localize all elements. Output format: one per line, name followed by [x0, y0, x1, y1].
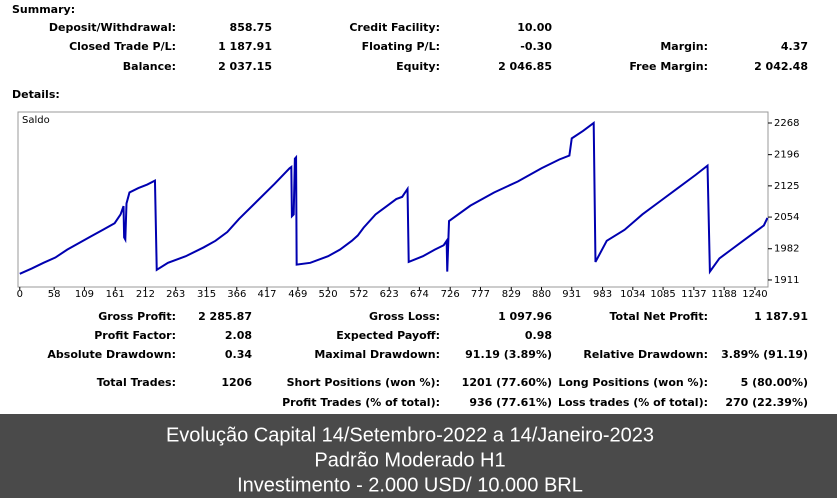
x-tick-label: 417 [257, 289, 276, 300]
x-tick-label: 0 [17, 289, 23, 300]
x-tick-label: 931 [562, 289, 581, 300]
field-value: 1201 (77.60%) [462, 376, 552, 389]
field-label: Credit Facility: [349, 21, 440, 34]
field-label: Loss trades (% of total): [558, 396, 708, 409]
x-tick-label: 1240 [742, 289, 767, 300]
field-value: 5 (80.00%) [741, 376, 808, 389]
y-tick-label: 2125 [774, 181, 799, 192]
x-tick-label: 777 [471, 289, 490, 300]
summary-title: Summary: [12, 3, 75, 16]
field-value: 2 046.85 [498, 60, 552, 73]
field-value: -0.30 [520, 40, 552, 53]
y-tick-label: 1982 [774, 244, 799, 255]
field-value: 0.34 [225, 348, 252, 361]
field-label: Floating P/L: [362, 40, 440, 53]
y-tick-label: 2196 [774, 150, 799, 161]
caption-band [0, 414, 837, 498]
field-value: 1 187.91 [218, 40, 272, 53]
x-tick-label: 1137 [681, 289, 706, 300]
field-label: Absolute Drawdown: [47, 348, 176, 361]
x-tick-label: 1034 [620, 289, 645, 300]
field-label: Margin: [660, 40, 708, 53]
x-tick-label: 212 [136, 289, 155, 300]
field-label: Maximal Drawdown: [314, 348, 440, 361]
field-value: 3.89% (91.19) [721, 348, 808, 361]
field-value: 91.19 (3.89%) [465, 348, 552, 361]
y-tick-label: 1911 [774, 275, 799, 286]
chart-frame [17, 111, 769, 288]
x-tick-label: 572 [349, 289, 368, 300]
x-tick-label: 726 [441, 289, 460, 300]
field-value: 0.98 [525, 329, 552, 342]
x-tick-label: 109 [75, 289, 94, 300]
x-tick-label: 520 [319, 289, 338, 300]
field-label: Closed Trade P/L: [69, 40, 176, 53]
field-value: 2 042.48 [754, 60, 808, 73]
caption-line: Evolução Capital 14/Setembro-2022 a 14/J… [166, 424, 654, 446]
x-tick-label: 1188 [711, 289, 736, 300]
field-value: 858.75 [230, 21, 272, 34]
field-label: Equity: [396, 60, 440, 73]
field-label: Profit Factor: [94, 329, 176, 342]
x-tick-label: 366 [227, 289, 246, 300]
x-tick-label: 983 [593, 289, 612, 300]
caption-line: Padrão Moderado H1 [314, 449, 505, 471]
field-label: Balance: [123, 60, 176, 73]
x-tick-label: 1085 [650, 289, 675, 300]
field-label: Total Net Profit: [610, 310, 709, 323]
x-tick-label: 161 [106, 289, 125, 300]
field-value: 1 187.91 [754, 310, 808, 323]
x-tick-label: 674 [410, 289, 429, 300]
field-label: Short Positions (won %): [287, 376, 440, 389]
x-tick-label: 263 [166, 289, 185, 300]
x-tick-label: 829 [502, 289, 521, 300]
field-value: 270 (22.39%) [725, 396, 808, 409]
field-label: Long Positions (won %): [558, 376, 708, 389]
field-value: 1206 [221, 376, 252, 389]
field-value: 4.37 [781, 40, 808, 53]
x-tick-label: 623 [380, 289, 399, 300]
caption-line: Investimento - 2.000 USD/ 10.000 BRL [237, 474, 583, 496]
field-value: 2 037.15 [218, 60, 272, 73]
field-label: Gross Profit: [98, 310, 176, 323]
field-value: 2.08 [225, 329, 252, 342]
field-label: Deposit/Withdrawal: [49, 21, 176, 34]
balance-line [19, 121, 769, 275]
field-value: 10.00 [517, 21, 552, 34]
field-label: Profit Trades (% of total): [282, 396, 440, 409]
y-tick-label: 2268 [774, 118, 799, 129]
field-value: 2 285.87 [198, 310, 252, 323]
field-label: Free Margin: [629, 60, 708, 73]
field-label: Gross Loss: [369, 310, 440, 323]
x-tick-label: 315 [197, 289, 216, 300]
field-label: Relative Drawdown: [583, 348, 708, 361]
field-label: Expected Payoff: [336, 329, 440, 342]
legend-label: Saldo [22, 115, 50, 126]
field-value: 936 (77.61%) [469, 396, 552, 409]
x-tick-label: 58 [48, 289, 61, 300]
x-tick-label: 469 [288, 289, 307, 300]
x-tick-label: 880 [532, 289, 551, 300]
field-value: 1 097.96 [498, 310, 552, 323]
y-tick-label: 2054 [774, 212, 799, 223]
field-label: Total Trades: [97, 376, 176, 389]
details-title: Details: [12, 88, 60, 101]
